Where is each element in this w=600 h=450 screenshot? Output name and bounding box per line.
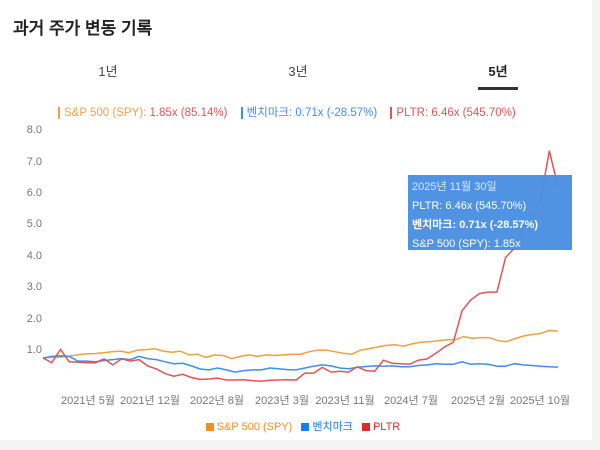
summary-spy-value: 1.85x (85.14%) xyxy=(149,107,228,119)
series-line-pltr[interactable] xyxy=(42,150,559,382)
tooltip-pltr: PLTR: 6.46x (545.70%) xyxy=(412,200,527,212)
tab-5y[interactable]: 5년 xyxy=(488,64,508,79)
x-tick-label: 2025년 10월 xyxy=(509,395,571,407)
legend-benchmark[interactable]: 벤치마크 xyxy=(312,421,353,433)
page-title: 과거 주가 변동 기록 xyxy=(13,19,153,38)
summary-benchmark-label: 벤치마크: xyxy=(246,107,293,119)
summary-benchmark: 벤치마크: 0.71x (-28.57%) xyxy=(240,107,378,119)
series-line-s-p-500-spy[interactable] xyxy=(42,329,559,360)
x-tick-label: 2024년 7월 xyxy=(384,395,438,407)
legend-swatch-benchmark xyxy=(301,423,310,431)
y-tick-label: 3.0 xyxy=(26,281,42,294)
legend-swatch-pltr xyxy=(361,423,370,431)
y-tick-label: 6.0 xyxy=(26,187,42,199)
tooltip-date: 2025년 11월 30일 xyxy=(412,181,497,193)
tab-3y[interactable]: 3년 xyxy=(288,64,308,79)
y-tick-label: 7.0 xyxy=(26,155,42,168)
summary-pltr-value: 6.46x (545.70%) xyxy=(431,107,516,119)
summary-pltr-label: PLTR: xyxy=(396,107,429,119)
y-tick-label: 4.0 xyxy=(26,249,42,262)
y-tick-label: 1.0 xyxy=(26,344,42,356)
x-tick-label: 2021년 12월 xyxy=(119,395,181,407)
price-history-card: 과거 주가 변동 기록 1년 3년 5년 S&P 500 (SPY): 1.85… xyxy=(0,0,592,440)
series-line-[interactable] xyxy=(42,355,559,373)
summary-spy-label: S&P 500 (SPY): xyxy=(64,107,147,119)
tooltip-spy: S&P 500 (SPY): 1.85x (85.14%) xyxy=(412,238,521,269)
chart-tooltip: 2025년 11월 30일 PLTR: 6.46x (545.70%) 벤치마크… xyxy=(408,175,572,269)
x-tick-label: 2025년 2월 xyxy=(451,395,505,407)
chart-legend: S&P 500 (SPY) 벤치마크 PLTR xyxy=(0,418,600,434)
y-tick-label: 5.0 xyxy=(26,218,42,231)
y-tick-label: 8.0 xyxy=(26,124,42,137)
summary-pltr: PLTR: 6.46x (545.70%) xyxy=(390,107,516,119)
tooltip-benchmark: 벤치마크: 0.71x (-28.57%) xyxy=(412,219,539,231)
x-tick-label: 2021년 5월 xyxy=(61,395,115,407)
y-tick-label: 2.0 xyxy=(26,312,42,325)
summary-legend: S&P 500 (SPY): 1.85x (85.14%) 벤치마크: 0.71… xyxy=(58,104,526,120)
summary-benchmark-value: 0.71x (-28.57%) xyxy=(295,107,378,119)
active-tab-indicator xyxy=(478,87,518,90)
legend-swatch-spy xyxy=(205,423,214,431)
x-tick-label: 2023년 3월 xyxy=(255,395,309,407)
legend-pltr[interactable]: PLTR xyxy=(372,421,401,433)
x-tick-label: 2022년 8월 xyxy=(190,395,244,407)
summary-spy: S&P 500 (SPY): 1.85x (85.14%) xyxy=(58,107,228,119)
legend-spy[interactable]: S&P 500 (SPY) xyxy=(216,421,293,433)
x-tick-label: 2023년 11월 xyxy=(315,395,375,407)
tab-1y[interactable]: 1년 xyxy=(98,64,118,79)
